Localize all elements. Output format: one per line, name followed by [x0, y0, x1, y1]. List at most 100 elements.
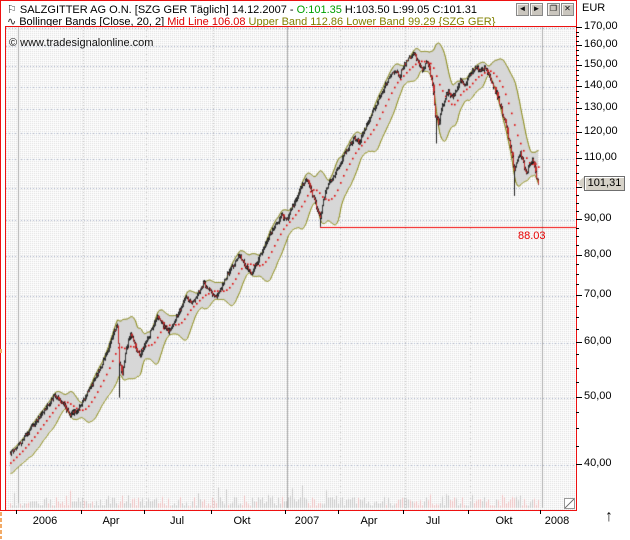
price-minor-tick	[576, 80, 579, 81]
back-button[interactable]: ◄	[516, 3, 529, 16]
price-minor-tick	[576, 97, 579, 98]
time-tick-label: Apr	[360, 515, 378, 527]
time-tick	[403, 510, 404, 514]
price-major-tick	[576, 132, 582, 133]
time-tick-label: Jul	[169, 515, 185, 527]
price-minor-tick	[576, 32, 579, 33]
time-tick	[338, 510, 339, 514]
time-tick	[81, 510, 82, 514]
price-major-tick	[576, 108, 582, 109]
price-minor-tick	[576, 329, 579, 330]
price-minor-tick	[576, 317, 579, 318]
price-tick-label: 110,00	[584, 151, 617, 163]
price-minor-tick	[576, 173, 579, 174]
instrument-flag-icon: ⚐	[7, 4, 17, 16]
price-minor-tick	[576, 306, 579, 307]
price-tick-label: 170,00	[584, 20, 618, 32]
price-marker-value: 101,31	[584, 176, 625, 191]
price-minor-tick	[576, 428, 579, 429]
time-tick-label: Okt	[495, 515, 513, 527]
time-tick-label: Jul	[425, 515, 441, 527]
price-minor-tick	[576, 412, 579, 413]
price-minor-tick	[576, 50, 579, 51]
time-tick-label: Apr	[102, 515, 120, 527]
plot-area[interactable]: © www.tradesignalonline.com 88.03	[5, 26, 577, 511]
scroll-up-arrow[interactable]: ↑	[605, 508, 613, 525]
time-tick-label: 2008	[544, 515, 570, 527]
price-minor-tick	[576, 195, 579, 196]
resize-handle-icon[interactable]	[564, 498, 575, 509]
window-controls: ◄ ► ❐ ✕	[516, 3, 574, 16]
price-minor-tick	[576, 102, 579, 103]
price-major-tick	[576, 45, 582, 46]
price-minor-tick	[576, 228, 579, 229]
time-tick	[211, 510, 212, 514]
price-major-tick	[576, 342, 582, 343]
header-segment: Upper Band 112.86 Lower Band 99.29	[248, 16, 439, 28]
support-line-label: 88.03	[518, 230, 546, 242]
price-minor-tick	[576, 203, 579, 204]
price-tick-label: 160,00	[584, 38, 618, 50]
time-tick	[540, 510, 541, 514]
indicator-wave-icon: ∿	[7, 16, 17, 28]
time-tick	[468, 510, 469, 514]
price-minor-tick	[576, 55, 579, 56]
price-major-tick	[576, 86, 582, 87]
price-minor-tick	[576, 126, 579, 127]
price-axis[interactable]: EUR 101,31 40,00 50,00 60,00 70,00 80,00 90,0…	[576, 0, 630, 540]
price-tick-label: 120,00	[584, 125, 618, 137]
price-minor-tick	[576, 236, 579, 237]
price-tick-label: 90,00	[584, 212, 612, 224]
price-chart-canvas[interactable]	[6, 27, 576, 510]
price-tick-label: 80,00	[584, 248, 612, 260]
last-price-marker[interactable]: 101,31	[577, 176, 625, 191]
price-minor-tick	[576, 354, 579, 355]
header-segment: O:101.35	[296, 4, 342, 16]
price-major-tick	[576, 219, 582, 220]
chart-window: ⚐ SALZGITTER AG O.N. [SZG GER Täglich] 14…	[0, 0, 577, 511]
price-minor-tick	[576, 274, 579, 275]
title-text: SALZGITTER AG O.N. [SZG GER Täglich] 14.…	[20, 4, 477, 16]
time-tick-label: 2007	[294, 515, 320, 527]
time-tick-label: Okt	[233, 515, 251, 527]
price-major-tick	[576, 397, 582, 398]
price-major-tick	[576, 65, 582, 66]
time-tick	[16, 510, 17, 514]
price-minor-tick	[576, 70, 579, 71]
currency-label: EUR	[582, 2, 606, 14]
header-segment: Bollinger Bands [Close, 20, 2]	[19, 16, 168, 28]
price-minor-tick	[576, 41, 579, 42]
price-minor-tick	[576, 152, 579, 153]
price-major-tick	[576, 255, 582, 256]
header-segment: SALZGITTER AG O.N. [SZG GER Täglich] 14.…	[19, 4, 297, 16]
copyright-watermark: © www.tradesignalonline.com	[9, 37, 154, 49]
price-tick-label: 150,00	[584, 58, 618, 70]
restore-button[interactable]: ❐	[547, 3, 560, 16]
price-minor-tick	[576, 284, 579, 285]
time-axis[interactable]: 2006 Apr Jul Okt 2007 Apr Jul Okt 2008	[0, 510, 605, 538]
title-line: ⚐ SALZGITTER AG O.N. [SZG GER Täglich] 14…	[7, 3, 477, 16]
price-minor-tick	[576, 368, 579, 369]
price-minor-tick	[576, 211, 579, 212]
indicator-line: ∿ Bollinger Bands [Close, 20, 2] Mid Line…	[7, 15, 495, 28]
forward-button[interactable]: ►	[530, 3, 543, 16]
price-minor-tick	[576, 145, 579, 146]
price-minor-tick	[576, 245, 579, 246]
price-major-tick	[576, 27, 582, 28]
price-minor-tick	[576, 139, 579, 140]
price-tick-label: 70,00	[584, 288, 612, 300]
time-tick	[285, 510, 286, 514]
price-tick-label: 40,00	[584, 457, 612, 469]
price-minor-tick	[576, 120, 579, 121]
price-major-tick	[576, 158, 582, 159]
price-tick-label: 130,00	[584, 101, 618, 113]
price-tick-label: 60,00	[584, 335, 612, 347]
price-minor-tick	[576, 75, 579, 76]
header-segment: Mid Line 106.08	[167, 16, 249, 28]
price-minor-tick	[576, 114, 579, 115]
close-button[interactable]: ✕	[561, 3, 574, 16]
header-segment: H:103.50 L:99.05 C:101.31	[341, 4, 478, 16]
price-marker-arrow-icon	[577, 176, 585, 190]
price-minor-tick	[576, 446, 579, 447]
